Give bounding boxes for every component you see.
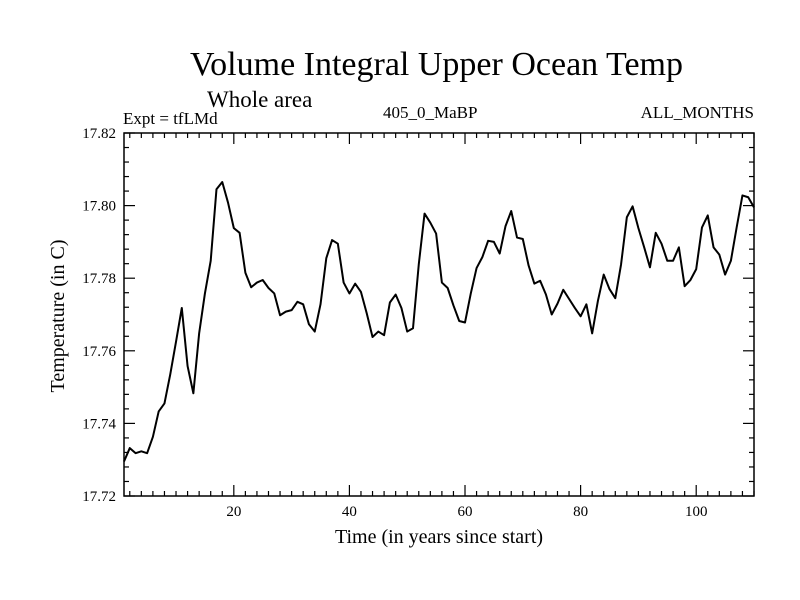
series-line bbox=[123, 181, 755, 462]
y-tick-label: 17.78 bbox=[82, 271, 116, 287]
experiment-label: Expt = tfLMd bbox=[123, 109, 218, 128]
y-tick-label: 17.76 bbox=[82, 344, 116, 360]
months-label: ALL_MONTHS bbox=[640, 103, 754, 122]
chart-subtitle: Whole area bbox=[207, 87, 313, 112]
chart-title: Volume Integral Upper Ocean Temp bbox=[190, 46, 683, 83]
x-tick-label: 100 bbox=[685, 504, 708, 520]
y-tick-label: 17.82 bbox=[82, 126, 116, 142]
x-tick-label: 60 bbox=[458, 504, 473, 520]
y-tick-label: 17.80 bbox=[82, 199, 116, 215]
plot-frame bbox=[123, 132, 755, 497]
run-label: 405_0_MaBP bbox=[383, 103, 478, 122]
y-tick-label: 17.72 bbox=[82, 489, 116, 505]
y-tick-label: 17.74 bbox=[82, 416, 116, 432]
axis-ticks bbox=[124, 132, 755, 497]
x-tick-label: 20 bbox=[226, 504, 241, 520]
x-tick-label: 40 bbox=[342, 504, 357, 520]
axis-tick-labels: 20 40 60 80 100 17.72 17.74 17.76 17.78 17.80 17.8… bbox=[82, 126, 707, 520]
x-tick-label: 80 bbox=[573, 504, 588, 520]
x-axis-label: Time (in years since start) bbox=[334, 526, 544, 548]
